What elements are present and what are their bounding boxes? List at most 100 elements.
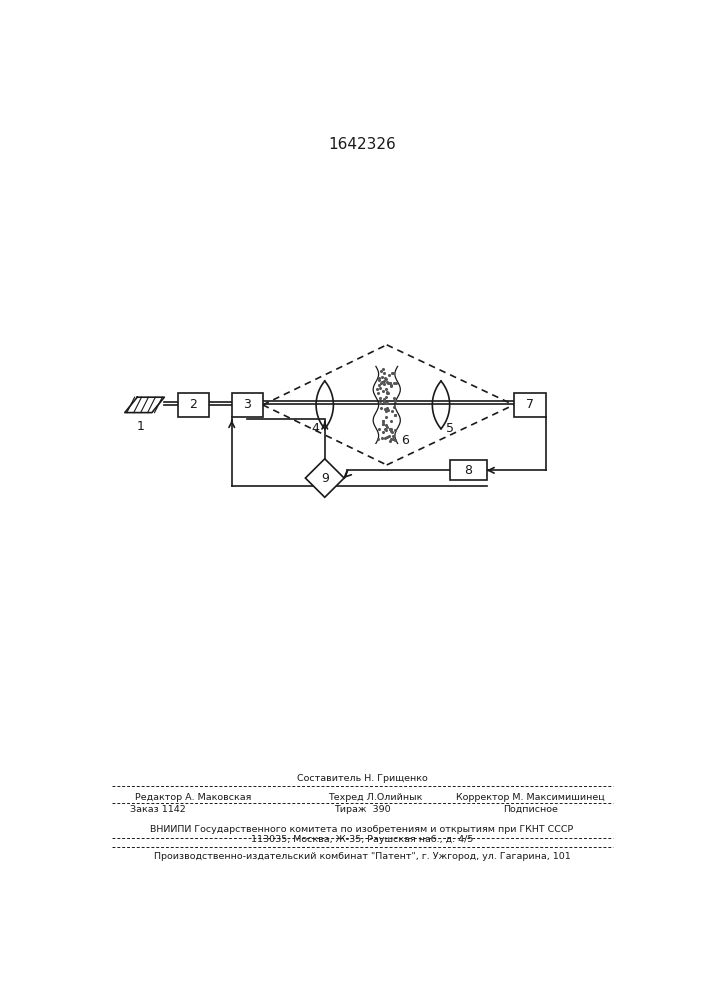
Point (378, 413, 389, 429)
Text: Заказ 1142: Заказ 1142 (130, 805, 186, 814)
Point (380, 401, 391, 417)
Point (380, 422, 392, 438)
Text: ВНИИПИ Государственного комитета по изобретениям и открытиям при ГКНТ СССР: ВНИИПИ Государственного комитета по изоб… (151, 825, 573, 834)
Point (385, 377, 397, 393)
Point (380, 402, 392, 418)
Point (380, 395, 391, 411)
Point (385, 421, 396, 437)
Point (373, 370, 385, 386)
Text: 7: 7 (526, 398, 534, 411)
Point (378, 383, 389, 399)
Point (384, 421, 395, 437)
Point (387, 365, 398, 381)
Point (386, 403, 397, 419)
Point (385, 375, 396, 391)
Point (373, 372, 385, 388)
Text: 4: 4 (312, 422, 320, 435)
Text: 5: 5 (446, 422, 455, 435)
Point (379, 376, 390, 392)
Point (387, 431, 399, 447)
Point (380, 421, 391, 437)
Point (385, 423, 397, 439)
Point (383, 428, 395, 444)
Text: 6: 6 (402, 434, 409, 447)
Point (385, 375, 396, 391)
Point (390, 407, 401, 423)
Point (373, 385, 384, 401)
Point (375, 363, 387, 379)
Point (379, 394, 390, 410)
Text: 8: 8 (464, 464, 472, 477)
Text: Редактор А. Маковская: Редактор А. Маковская (135, 793, 251, 802)
Point (375, 400, 387, 416)
Point (387, 365, 399, 381)
Point (382, 395, 393, 411)
Text: 1642326: 1642326 (328, 137, 396, 152)
Point (381, 400, 392, 416)
Point (376, 430, 387, 446)
Bar (450, 460, 486, 480)
Bar (177, 393, 209, 417)
Point (373, 431, 384, 447)
Point (382, 385, 393, 401)
Text: 9: 9 (321, 472, 329, 485)
Polygon shape (305, 459, 344, 497)
Point (385, 421, 397, 437)
Point (380, 381, 392, 397)
Point (375, 375, 387, 391)
Point (382, 402, 393, 418)
Text: Подписное: Подписное (503, 805, 558, 814)
Point (384, 367, 395, 383)
Text: 3: 3 (243, 398, 251, 411)
Bar (232, 393, 263, 417)
Point (390, 407, 401, 423)
Point (384, 433, 395, 449)
Point (380, 403, 392, 419)
Point (380, 401, 391, 417)
Point (372, 381, 383, 397)
Text: Производственно-издательский комбинат "Патент", г. Ужгород, ул. Гагарина, 101: Производственно-издательский комбинат "П… (153, 852, 571, 861)
Text: 113035, Москва, Ж-35, Раушская наб., д. 4/5: 113035, Москва, Ж-35, Раушская наб., д. … (251, 835, 473, 844)
Point (377, 424, 388, 440)
Bar (514, 393, 547, 417)
Point (390, 393, 401, 409)
Point (389, 375, 400, 391)
Point (382, 374, 393, 390)
Point (374, 390, 385, 406)
Text: Тираж  390: Тираж 390 (334, 805, 390, 814)
Text: Корректор М. Максимишинец: Корректор М. Максимишинец (456, 793, 604, 802)
Point (380, 417, 392, 433)
Point (380, 371, 392, 387)
Point (389, 390, 400, 406)
Point (378, 416, 389, 432)
Text: 2: 2 (189, 398, 197, 411)
Text: Составитель Н. Грищенко: Составитель Н. Грищенко (296, 774, 427, 783)
Point (379, 373, 390, 389)
Point (377, 413, 388, 429)
Point (378, 365, 390, 381)
Point (381, 429, 392, 445)
Point (373, 421, 385, 437)
Point (374, 380, 385, 396)
Point (382, 385, 394, 401)
Point (379, 430, 390, 446)
Point (387, 428, 399, 444)
Point (381, 384, 392, 400)
Point (381, 409, 392, 425)
Point (378, 361, 389, 377)
Point (389, 399, 400, 415)
Text: 1: 1 (136, 420, 145, 433)
Point (389, 422, 400, 438)
Text: Техред Л.Олийнык: Техред Л.Олийнык (328, 793, 422, 802)
Point (380, 389, 392, 405)
Point (390, 375, 402, 391)
Point (390, 432, 401, 448)
Point (382, 419, 393, 435)
Point (382, 375, 394, 391)
Point (376, 374, 387, 390)
Point (373, 377, 385, 393)
Point (385, 431, 397, 447)
Point (386, 424, 397, 440)
Point (378, 391, 390, 407)
Point (377, 369, 388, 385)
